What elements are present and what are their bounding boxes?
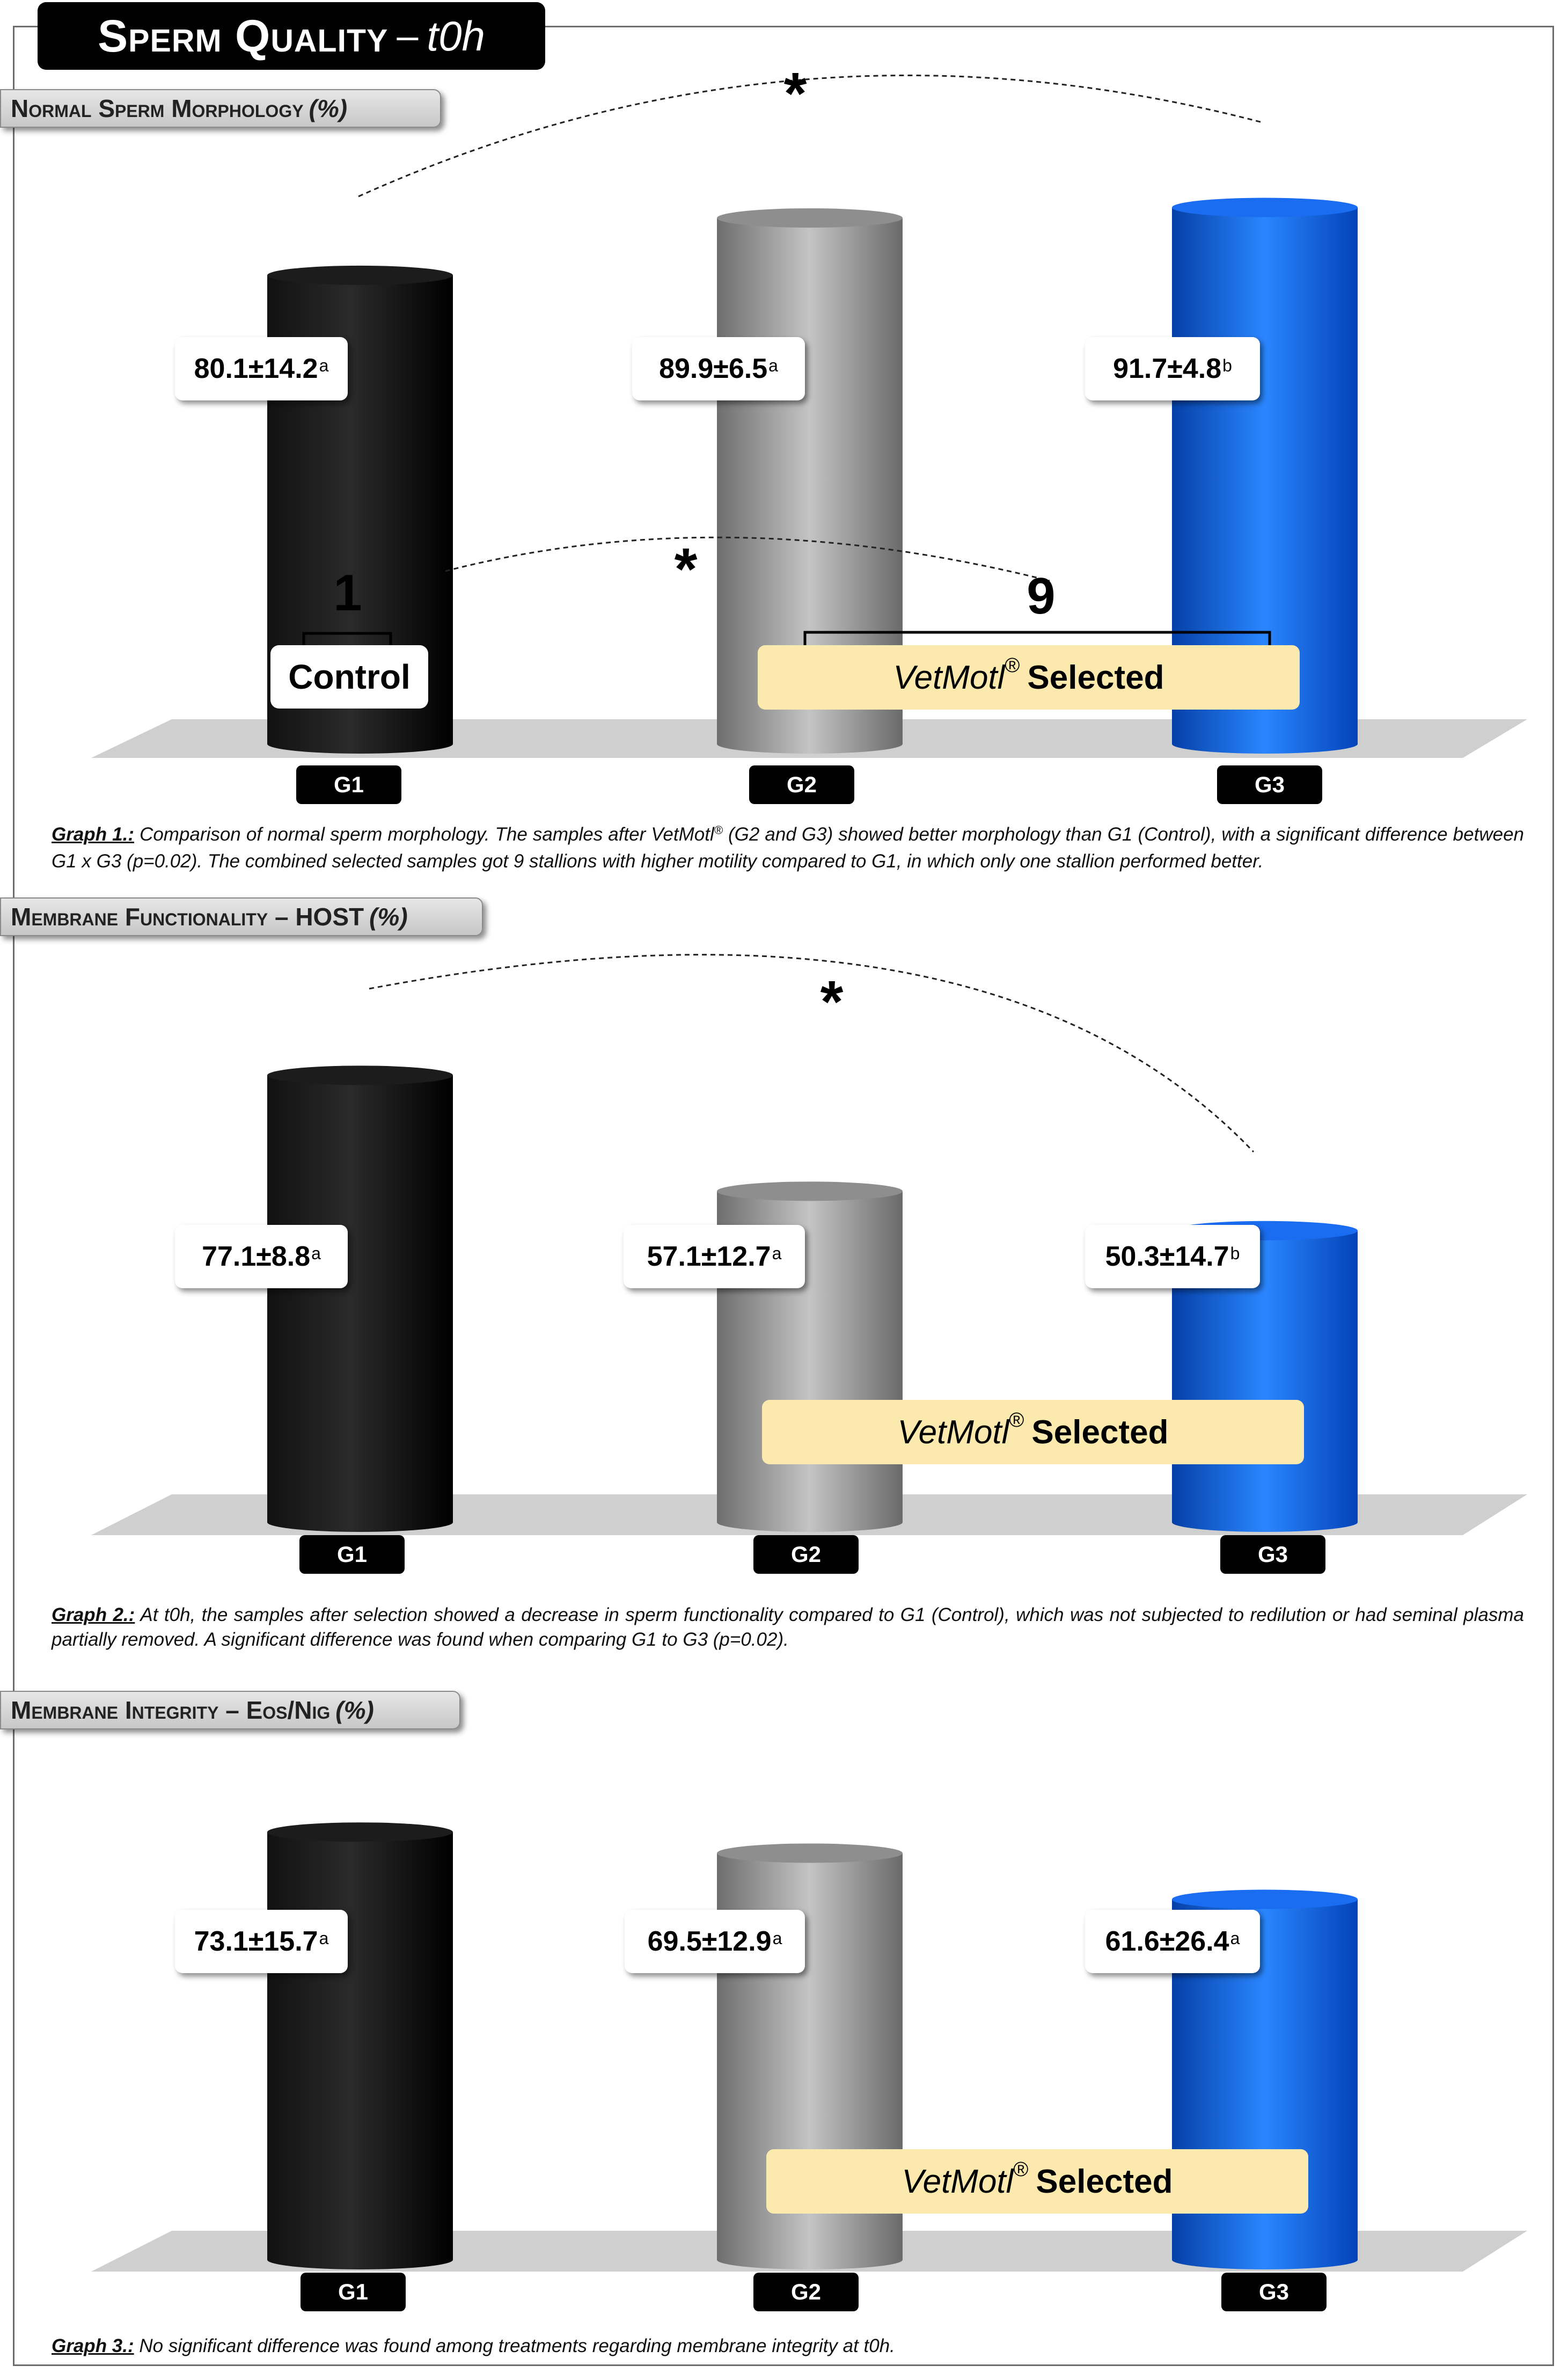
significance-letter: a: [768, 355, 778, 375]
brand-name: VetMotl: [897, 1413, 1009, 1451]
registered-mark: ®: [1009, 1408, 1024, 1432]
value-text: 91.7±4.8: [1113, 353, 1222, 384]
significance-letter: b: [1230, 1243, 1240, 1263]
significance-letter: b: [1222, 355, 1232, 375]
caption-label: Graph 2.:: [52, 1604, 135, 1625]
significance-letter: a: [772, 1928, 782, 1948]
significance-letter: a: [772, 1243, 782, 1263]
significance-star: *: [820, 969, 844, 1035]
value-text: 69.5±12.9: [647, 1926, 772, 1957]
control-stallion-count: 1: [333, 564, 362, 622]
value-text: 73.1±15.7: [194, 1926, 318, 1957]
bar-g1: [267, 1065, 453, 1532]
significance-arc: [445, 536, 1050, 582]
value-label-g3: 91.7±4.8 b: [1085, 337, 1260, 400]
bar-g1: [267, 1822, 453, 2269]
caption-graph-1: Graph 1.: Comparison of normal sperm mor…: [52, 822, 1524, 874]
section-tab-morphology: Normal Sperm Morphology (%): [0, 89, 441, 128]
significance-arc: [358, 74, 1263, 198]
significance-star: *: [674, 536, 698, 602]
chart-morphology: 80.1±14.2 a 89.9±6.5 a 91.7±4.8 b 1 Control…: [0, 0, 1568, 804]
registered-mark: ®: [1013, 2158, 1029, 2181]
registered-mark: ®: [714, 823, 723, 837]
section-title: Membrane Functionality – HOST: [11, 903, 364, 931]
group-label-g2: G2: [749, 765, 854, 804]
group-label-g1: G1: [296, 765, 401, 804]
caption-graph-2: Graph 2.: At t0h, the samples after sele…: [52, 1603, 1524, 1652]
section-tab-host: Membrane Functionality – HOST (%): [0, 897, 483, 936]
section-unit: (%): [369, 903, 408, 931]
group-label-g1: G1: [301, 2273, 406, 2311]
significance-letter: a: [1230, 1928, 1240, 1948]
caption-text: At t0h, the samples after selection show…: [52, 1604, 1524, 1650]
value-label-g3: 50.3±14.7 b: [1085, 1225, 1260, 1288]
value-label-g3: 61.6±26.4 a: [1085, 1910, 1260, 1973]
section-title: Membrane Integrity – Eos/Nig: [11, 1696, 331, 1724]
section-unit: (%): [309, 94, 348, 122]
significance-letter: a: [319, 1928, 329, 1948]
vetmoti-selected-box: VetMotl ® Selected: [762, 1400, 1304, 1464]
selected-label: Selected: [1036, 2163, 1173, 2200]
group-bracket: [803, 631, 1271, 645]
caption-graph-3: Graph 3.: No significant difference was …: [52, 2334, 1524, 2359]
group-label-g1: G1: [299, 1535, 405, 1574]
outer-frame: [13, 26, 1554, 2366]
value-text: 80.1±14.2: [194, 353, 318, 384]
value-label-g2: 89.9±6.5 a: [632, 337, 805, 400]
value-label-g1: 73.1±15.7 a: [175, 1910, 348, 1973]
vetmoti-selected-box: VetMotl ® Selected: [758, 645, 1300, 710]
significance-arc: [369, 954, 1255, 1153]
caption-label: Graph 3.:: [52, 2335, 134, 2356]
value-label-g1: 80.1±14.2 a: [175, 337, 348, 400]
value-text: 77.1±8.8: [202, 1241, 311, 1272]
section-title: Normal Sperm Morphology: [11, 94, 304, 122]
section-unit: (%): [335, 1696, 374, 1724]
significance-letter: a: [319, 355, 329, 375]
brand-name: VetMotl: [893, 659, 1005, 696]
chart-host: 77.1±8.8 a 57.1±12.7 a 50.3±14.7 b VetMotl ®…: [91, 954, 1527, 1574]
selected-label: Selected: [1031, 1413, 1169, 1451]
caption-label: Graph 1.:: [52, 824, 134, 845]
group-label-g3: G3: [1220, 1535, 1325, 1574]
value-text: 50.3±14.7: [1105, 1241, 1229, 1272]
chart-plot: [91, 954, 1527, 1535]
control-label-box: Control: [270, 645, 428, 709]
title-separator: –: [397, 14, 419, 57]
title-main: Sperm Quality: [98, 10, 389, 61]
selected-label: Selected: [1027, 659, 1164, 696]
significance-letter: a: [311, 1243, 321, 1263]
caption-text: Comparison of normal sperm morphology. T…: [140, 824, 714, 845]
significance-star: *: [783, 61, 807, 127]
group-label-g3: G3: [1217, 765, 1322, 804]
caption-text-continued: (G2 and G3) showed better morphology tha…: [52, 824, 1525, 872]
group-label-g3: G3: [1221, 2273, 1327, 2311]
group-label-g2: G2: [753, 2273, 859, 2311]
chart-integrity: 73.1±15.7 a 69.5±12.9 a 61.6±26.4 a VetMotl…: [91, 1822, 1527, 2311]
page-title: Sperm Quality – t0h: [38, 2, 545, 70]
title-sub: t0h: [427, 12, 485, 60]
group-label-g2: G2: [753, 1535, 859, 1574]
value-label-g2: 57.1±12.7 a: [624, 1225, 805, 1288]
brand-name: VetMotl: [902, 2163, 1014, 2200]
group-bracket: [302, 632, 392, 646]
value-text: 57.1±12.7: [647, 1241, 771, 1272]
section-tab-integrity: Membrane Integrity – Eos/Nig (%): [0, 1691, 460, 1729]
vetmoti-selected-box: VetMotl ® Selected: [766, 2149, 1308, 2214]
caption-text: No significant difference was found amon…: [139, 2335, 895, 2356]
selected-stallion-count: 9: [1027, 567, 1056, 625]
registered-mark: ®: [1005, 654, 1020, 677]
value-label-g1: 77.1±8.8 a: [175, 1225, 348, 1288]
value-label-g2: 69.5±12.9 a: [625, 1910, 805, 1973]
value-text: 89.9±6.5: [659, 353, 768, 384]
value-text: 61.6±26.4: [1105, 1926, 1229, 1957]
